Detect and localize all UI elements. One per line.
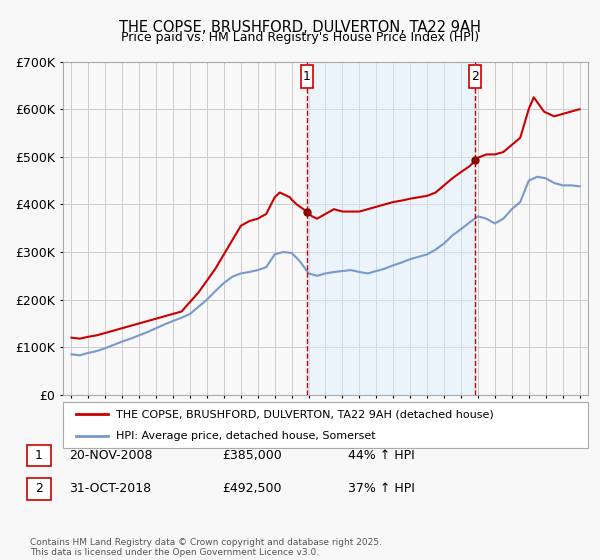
Text: 20-NOV-2008: 20-NOV-2008 <box>69 449 152 462</box>
Text: 1: 1 <box>35 449 43 462</box>
Text: THE COPSE, BRUSHFORD, DULVERTON, TA22 9AH (detached house): THE COPSE, BRUSHFORD, DULVERTON, TA22 9A… <box>115 409 493 419</box>
Bar <box>307 62 475 395</box>
FancyBboxPatch shape <box>469 65 481 88</box>
Text: £385,000: £385,000 <box>222 449 282 462</box>
Text: Price paid vs. HM Land Registry's House Price Index (HPI): Price paid vs. HM Land Registry's House … <box>121 31 479 44</box>
Text: 2: 2 <box>472 70 479 83</box>
Text: 31-OCT-2018: 31-OCT-2018 <box>69 482 151 496</box>
Text: Contains HM Land Registry data © Crown copyright and database right 2025.
This d: Contains HM Land Registry data © Crown c… <box>30 538 382 557</box>
FancyBboxPatch shape <box>63 402 588 448</box>
FancyBboxPatch shape <box>301 65 313 88</box>
Text: £492,500: £492,500 <box>222 482 281 496</box>
Text: 44% ↑ HPI: 44% ↑ HPI <box>348 449 415 462</box>
Text: THE COPSE, BRUSHFORD, DULVERTON, TA22 9AH: THE COPSE, BRUSHFORD, DULVERTON, TA22 9A… <box>119 20 481 35</box>
Text: 2: 2 <box>35 482 43 496</box>
Text: 37% ↑ HPI: 37% ↑ HPI <box>348 482 415 496</box>
Text: HPI: Average price, detached house, Somerset: HPI: Average price, detached house, Some… <box>115 431 375 441</box>
Text: 1: 1 <box>303 70 311 83</box>
